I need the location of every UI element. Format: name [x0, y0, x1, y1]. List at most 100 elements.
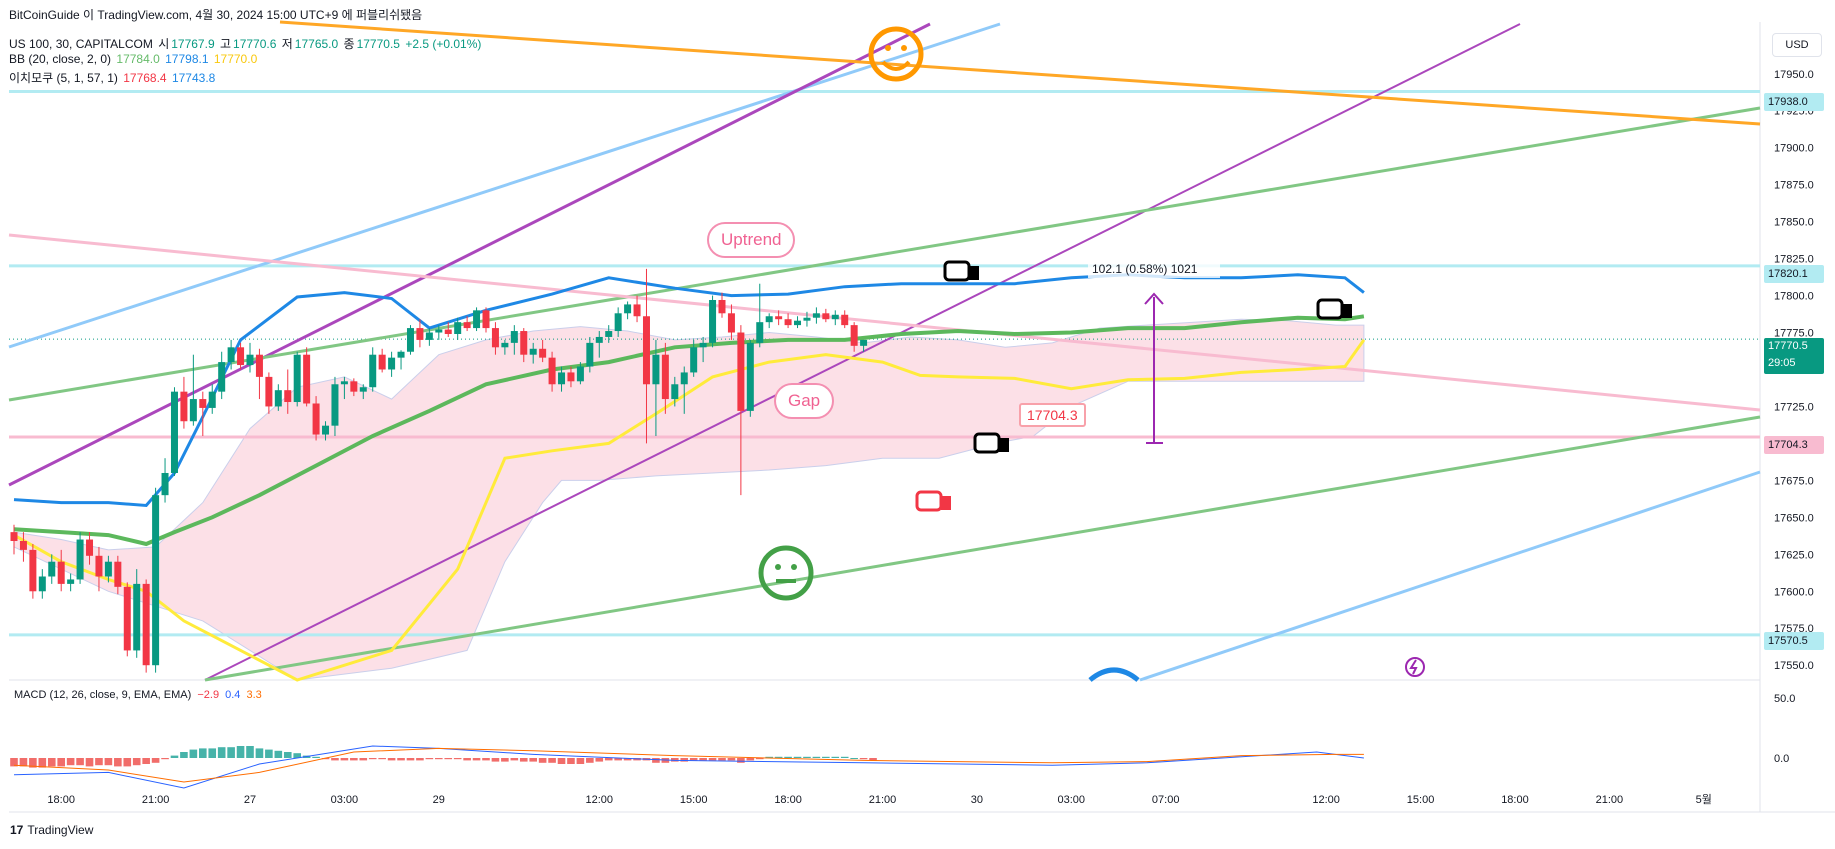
y-tick-label: 17625.0	[1774, 549, 1814, 561]
macd-hist-bar	[548, 758, 556, 763]
bb-basis-line	[13, 314, 1365, 547]
x-tick-label: 30	[971, 794, 983, 806]
bb-lower-value: 17770.0	[213, 52, 258, 66]
macd-hist-bar	[227, 747, 235, 758]
candle-body	[529, 348, 537, 355]
candle-body	[841, 314, 849, 326]
candle-body	[189, 399, 197, 422]
price-tag-resistance-2: 17820.1	[1764, 265, 1824, 283]
y-tick-label: 17725.0	[1774, 401, 1814, 413]
candle-body	[690, 347, 698, 373]
candle-body	[208, 391, 216, 408]
trendline	[8, 106, 1761, 402]
change-value: +2.5 (+0.01%)	[405, 37, 482, 51]
macd-hist-bar	[699, 758, 707, 761]
macd-hist-bar	[350, 758, 358, 761]
macd-hist-bar	[38, 758, 47, 768]
macd-hist-bar	[519, 758, 528, 762]
bb-basis-value: 17784.0	[116, 52, 160, 66]
candle-body	[605, 331, 613, 337]
high-label: 고	[219, 37, 232, 51]
macd-legend[interactable]: MACD (12, 26, close, 9, EMA, EMA) −2.9 0…	[14, 689, 265, 701]
candle-body	[539, 348, 547, 358]
candle-body	[246, 354, 254, 366]
candle-body	[104, 561, 112, 577]
macd-hist-bar	[132, 758, 141, 766]
macd-hist-bar	[746, 758, 755, 761]
macd-hist-bar	[151, 758, 160, 763]
macd-hist-bar	[331, 758, 339, 761]
macd-hist-bar	[774, 756, 783, 758]
tradingview-brand[interactable]: 17 TradingView	[10, 823, 93, 837]
macd-hist-bar	[76, 758, 84, 766]
macd-hist-bar	[57, 758, 65, 767]
candle-body	[501, 342, 509, 348]
macd-hist-bar	[378, 758, 386, 760]
macd-signal-value: 3.3	[246, 689, 262, 701]
x-tick-label: 18:00	[774, 794, 802, 806]
candle-body	[595, 336, 603, 343]
candle-body	[746, 342, 754, 411]
x-tick-label: 12:00	[1312, 794, 1340, 806]
close-label: 종	[343, 37, 355, 51]
macd-hist-bar	[340, 758, 349, 761]
macd-hist-bar	[29, 758, 37, 768]
macd-hist-bar	[586, 758, 594, 763]
uptrend-callout: Uptrend	[707, 222, 796, 258]
macd-hist-bar	[444, 758, 453, 760]
macd-signal-line	[13, 747, 1364, 783]
x-tick-label: 21:00	[869, 794, 897, 806]
candle-body	[38, 576, 46, 592]
pointing-hand-icon	[973, 432, 1001, 454]
neutral-face-icon-eye	[775, 564, 781, 570]
x-tick-label: 21:00	[142, 794, 170, 806]
candle-body	[237, 347, 245, 366]
symbol-name[interactable]: US 100, 30, CAPITALCOM	[9, 37, 153, 51]
ichimoku-a-value: 17768.4	[123, 71, 167, 85]
candle-body	[520, 331, 528, 355]
x-tick-label: 15:00	[1407, 794, 1435, 806]
lightning-icon	[1405, 657, 1425, 677]
ichimoku-legend[interactable]: 이치모쿠 (5, 1, 57, 1) 17768.4 17743.8	[9, 69, 217, 86]
candle-body	[727, 313, 735, 333]
price-tag-support-1: 17704.3	[1764, 436, 1824, 454]
macd-hist-bar	[803, 756, 811, 758]
macd-hist-bar	[850, 758, 858, 759]
macd-label: MACD (12, 26, close, 9, EMA, EMA)	[14, 689, 192, 701]
bb-legend[interactable]: BB (20, close, 2, 0) 17784.0 17798.1 177…	[9, 52, 259, 66]
trendline	[8, 233, 1761, 412]
candle-body	[642, 316, 650, 385]
candle-body	[784, 319, 792, 326]
trendline	[8, 22, 931, 487]
high-value: 17770.6	[233, 37, 277, 51]
candle-body	[614, 313, 622, 332]
macd-hist-bar	[708, 758, 717, 761]
macd-hist-bar	[623, 758, 632, 761]
macd-hist-bar	[576, 758, 585, 764]
currency-button[interactable]: USD	[1772, 33, 1822, 57]
candle-body	[765, 316, 773, 323]
gap-callout: Gap	[774, 383, 835, 419]
candle-body	[652, 354, 660, 385]
candle-body	[170, 391, 178, 473]
candle-body	[737, 332, 745, 411]
y-tick-label: 17775.0	[1774, 328, 1814, 340]
macd-hist-bar	[727, 758, 736, 761]
y-tick-label: 17875.0	[1774, 180, 1814, 192]
candle-body	[29, 549, 37, 592]
neutral-face-icon	[758, 545, 814, 601]
price-tag-support-2: 17570.5	[1764, 632, 1824, 650]
candle-body	[699, 342, 707, 348]
pointing-hand-icon	[943, 260, 971, 282]
candle-body	[860, 339, 868, 346]
macd-hist-bar	[387, 758, 396, 761]
macd-hist-bar	[510, 758, 519, 761]
candle-body	[473, 310, 481, 329]
macd-hist-bar	[822, 756, 830, 758]
candle-body	[114, 561, 122, 587]
pointing-hand-icon	[915, 490, 943, 512]
macd-hist-bar	[170, 755, 179, 758]
trendlines	[8, 20, 1761, 682]
y-tick-label: 17650.0	[1774, 512, 1814, 524]
